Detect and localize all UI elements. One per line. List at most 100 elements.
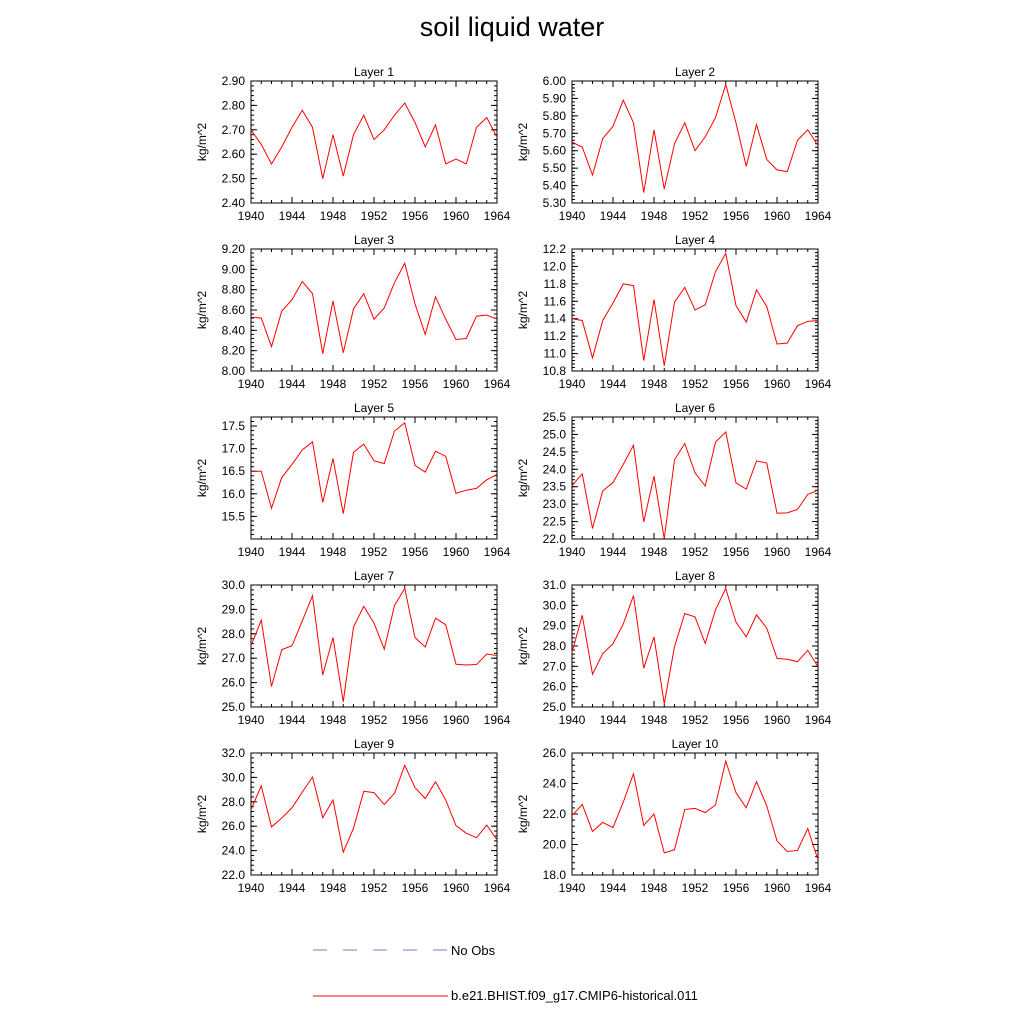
y-axis-label: kg/m^2: [516, 459, 530, 498]
y-tick-label: 12.2: [543, 242, 567, 256]
x-tick-label: 1952: [361, 881, 388, 895]
y-tick-label: 9.20: [222, 242, 246, 256]
layer-3-series-line: [250, 261, 498, 354]
x-tick-label: 1948: [320, 713, 347, 727]
plot-frame: [571, 416, 819, 540]
x-tick-label: 1956: [402, 713, 429, 727]
x-tick-label: 1948: [320, 881, 347, 895]
y-tick-label: 29.0: [543, 619, 567, 633]
x-tick-label: 1940: [238, 713, 265, 727]
layer-6-panel: Layer 6 kg/m^2 1940 1944 1948 1952 1956 1960 196…: [516, 401, 832, 559]
y-tick-label: 26.0: [222, 819, 246, 833]
layer-2-series-line: [571, 82, 819, 193]
x-tick-label: 1964: [805, 545, 832, 559]
y-tick-label: 23.5: [543, 480, 567, 494]
x-tick-label: 1948: [641, 209, 668, 223]
y-tick-label: 2.70: [222, 123, 246, 137]
x-tick-label: 1940: [559, 881, 586, 895]
y-tick-label: 5.30: [543, 196, 567, 210]
layer-7-series-line: [250, 587, 498, 702]
layer-5-title: Layer 5: [354, 401, 394, 415]
layer-1-panel: Layer 1 kg/m^2 1940 1944 1948 1952 1956 1960 196…: [195, 65, 511, 223]
y-tick-label: 16.5: [222, 464, 246, 478]
layer-4-panel: Layer 4 kg/m^2 1940 1944 1948 1952 1956 1960 196…: [516, 233, 832, 391]
x-tick-label: 1964: [484, 377, 511, 391]
y-tick-label: 11.8: [544, 277, 567, 291]
x-tick-label: 1956: [723, 881, 750, 895]
layer-8-title: Layer 8: [675, 569, 715, 583]
x-tick-label: 1964: [805, 209, 832, 223]
plot-frame: [250, 248, 498, 372]
x-tick-label: 1964: [484, 881, 511, 895]
x-tick-label: 1948: [320, 209, 347, 223]
plot-frame: [571, 584, 819, 708]
y-tick-label: 11.2: [544, 329, 567, 343]
y-tick-label: 2.40: [222, 196, 246, 210]
x-tick-label: 1956: [402, 209, 429, 223]
plot-frame: [250, 584, 498, 708]
y-tick-label: 32.0: [222, 746, 246, 760]
x-tick-label: 1940: [559, 377, 586, 391]
y-tick-label: 27.0: [222, 651, 246, 665]
x-tick-label: 1944: [600, 209, 627, 223]
y-tick-label: 28.0: [222, 627, 246, 641]
y-tick-label: 25.0: [543, 700, 567, 714]
layer-1-title: Layer 1: [354, 65, 394, 79]
y-tick-label: 26.0: [543, 680, 567, 694]
layer-7-title: Layer 7: [354, 569, 394, 583]
legend-model-label: b.e21.BHIST.f09_g17.CMIP6-historical.011: [451, 988, 698, 1003]
x-tick-label: 1964: [484, 713, 511, 727]
x-tick-label: 1956: [402, 377, 429, 391]
y-tick-label: 22.0: [543, 532, 567, 546]
y-tick-label: 5.70: [543, 126, 567, 140]
y-tick-label: 15.5: [222, 509, 246, 523]
x-tick-label: 1948: [641, 713, 668, 727]
layer-2-panel: Layer 2 kg/m^2 1940 1944 1948 1952 1956 1960 196…: [516, 65, 832, 223]
y-axis-label: kg/m^2: [516, 291, 530, 330]
layer-3-panel: Layer 3 kg/m^2 1940 1944 1948 1952 1956 1960 196…: [195, 233, 511, 391]
layer-3-title: Layer 3: [354, 233, 394, 247]
x-tick-label: 1960: [764, 545, 791, 559]
y-tick-label: 5.80: [543, 109, 567, 123]
y-tick-label: 26.0: [222, 676, 246, 690]
x-tick-label: 1960: [764, 881, 791, 895]
y-tick-label: 25.0: [543, 427, 567, 441]
y-tick-label: 17.0: [222, 442, 246, 456]
figure-title: soil liquid water: [419, 12, 605, 42]
x-tick-label: 1952: [682, 881, 709, 895]
y-tick-label: 30.0: [222, 578, 246, 592]
x-tick-label: 1960: [443, 713, 470, 727]
y-axis-label: kg/m^2: [195, 459, 209, 498]
y-tick-label: 30.0: [222, 770, 246, 784]
x-tick-label: 1952: [682, 713, 709, 727]
y-tick-label: 2.60: [222, 147, 246, 161]
x-tick-label: 1952: [682, 377, 709, 391]
x-tick-label: 1940: [559, 713, 586, 727]
x-tick-label: 1940: [559, 209, 586, 223]
x-tick-label: 1952: [361, 377, 388, 391]
layer-7-panel: Layer 7 kg/m^2 1940 1944 1948 1952 1956 1960 196…: [195, 569, 511, 727]
y-tick-label: 27.0: [543, 659, 567, 673]
layer-8-panel: Layer 8 kg/m^2 1940 1944 1948 1952 1956 1960 196…: [516, 569, 832, 727]
layer-6-title: Layer 6: [675, 401, 715, 415]
layer-9-title: Layer 9: [354, 737, 394, 751]
plot-frame: [250, 752, 498, 876]
x-tick-label: 1964: [805, 377, 832, 391]
y-tick-label: 17.5: [222, 419, 246, 433]
x-tick-label: 1956: [723, 713, 750, 727]
y-tick-label: 5.40: [543, 179, 567, 193]
x-tick-label: 1956: [402, 881, 429, 895]
x-tick-label: 1940: [238, 209, 265, 223]
x-tick-label: 1948: [320, 545, 347, 559]
y-tick-label: 5.50: [543, 161, 567, 175]
y-axis-label: kg/m^2: [516, 123, 530, 162]
y-tick-label: 20.0: [543, 838, 567, 852]
y-tick-label: 22.0: [543, 807, 567, 821]
x-tick-label: 1940: [238, 545, 265, 559]
layer-6-series-line: [571, 430, 819, 539]
legend-no-obs-label: No Obs: [451, 943, 496, 958]
x-tick-label: 1948: [641, 881, 668, 895]
x-tick-label: 1944: [600, 881, 627, 895]
x-tick-label: 1960: [443, 881, 470, 895]
y-tick-label: 8.20: [222, 344, 246, 358]
